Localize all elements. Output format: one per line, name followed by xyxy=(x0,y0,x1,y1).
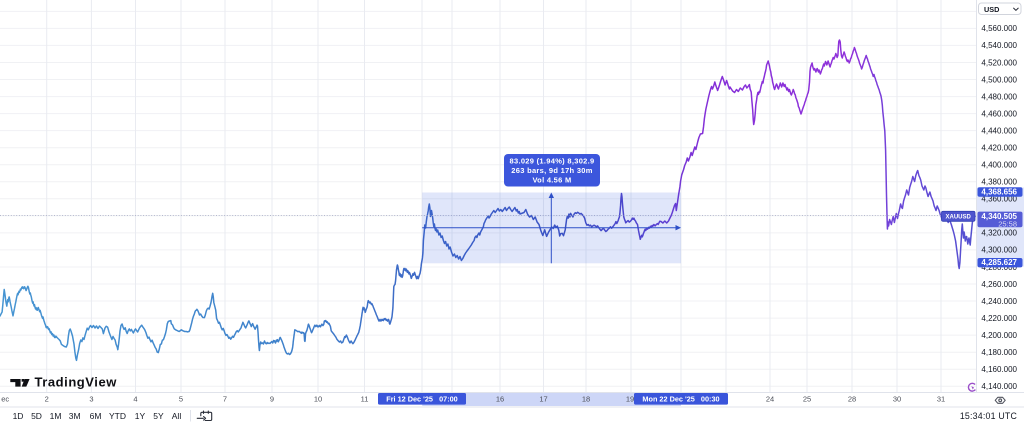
svg-text:4,300.000: 4,300.000 xyxy=(981,246,1017,255)
svg-text:Vol 4.56 M: Vol 4.56 M xyxy=(532,176,571,185)
svg-text:4,360.000: 4,360.000 xyxy=(981,195,1017,204)
svg-text:4,240.000: 4,240.000 xyxy=(981,297,1017,306)
svg-text:25: 25 xyxy=(803,395,811,404)
svg-text:31: 31 xyxy=(937,395,945,404)
svg-text:4,320.000: 4,320.000 xyxy=(981,229,1017,238)
svg-text:USD: USD xyxy=(984,5,999,14)
svg-text:4: 4 xyxy=(133,395,137,404)
svg-text:4,140.000: 4,140.000 xyxy=(981,382,1017,391)
svg-text:YTD: YTD xyxy=(109,411,126,421)
svg-text:4,368.656: 4,368.656 xyxy=(981,188,1017,197)
svg-text:83.029 (1.94%) 8,302.9: 83.029 (1.94%) 8,302.9 xyxy=(510,156,595,165)
svg-text:4,460.000: 4,460.000 xyxy=(981,109,1017,118)
svg-text:11: 11 xyxy=(361,395,369,404)
svg-text:18: 18 xyxy=(582,395,590,404)
svg-text:3: 3 xyxy=(89,395,93,404)
svg-text:ec: ec xyxy=(1,395,9,404)
svg-text:4,340.505: 4,340.505 xyxy=(981,212,1017,221)
svg-text:25:58: 25:58 xyxy=(998,219,1017,228)
svg-text:4,420.000: 4,420.000 xyxy=(981,144,1017,153)
svg-text:15:34:01 UTC: 15:34:01 UTC xyxy=(960,411,1018,421)
svg-text:4,400.000: 4,400.000 xyxy=(981,161,1017,170)
svg-text:Mon 22 Dec '25 00:30: Mon 22 Dec '25 00:30 xyxy=(642,394,719,403)
svg-text:10: 10 xyxy=(314,395,322,404)
svg-text:3M: 3M xyxy=(69,411,81,421)
svg-text:TradingView: TradingView xyxy=(35,374,118,389)
svg-text:5D: 5D xyxy=(31,411,42,421)
svg-text:24: 24 xyxy=(766,395,774,404)
svg-text:4,380.000: 4,380.000 xyxy=(981,178,1017,187)
svg-text:9: 9 xyxy=(270,395,274,404)
svg-text:30: 30 xyxy=(893,395,901,404)
svg-text:5: 5 xyxy=(179,395,183,404)
svg-text:1M: 1M xyxy=(50,411,62,421)
svg-text:All: All xyxy=(172,411,182,421)
svg-text:4,440.000: 4,440.000 xyxy=(981,126,1017,135)
svg-text:4,480.000: 4,480.000 xyxy=(981,92,1017,101)
svg-text:Fri 12 Dec '25 07:00: Fri 12 Dec '25 07:00 xyxy=(386,394,458,403)
svg-text:4,220.000: 4,220.000 xyxy=(981,314,1017,323)
svg-text:19: 19 xyxy=(626,395,634,404)
svg-text:1D: 1D xyxy=(13,411,24,421)
svg-text:4,285.627: 4,285.627 xyxy=(981,258,1017,267)
svg-text:28: 28 xyxy=(848,395,856,404)
svg-text:XAUUSD: XAUUSD xyxy=(946,215,972,221)
svg-text:4,560.000: 4,560.000 xyxy=(981,24,1017,33)
svg-text:1Y: 1Y xyxy=(135,411,146,421)
svg-text:17: 17 xyxy=(539,395,547,404)
svg-text:4,500.000: 4,500.000 xyxy=(981,75,1017,84)
svg-text:4,520.000: 4,520.000 xyxy=(981,58,1017,67)
svg-text:4,200.000: 4,200.000 xyxy=(981,331,1017,340)
svg-text:263 bars, 9d 17h 30m: 263 bars, 9d 17h 30m xyxy=(511,166,592,175)
svg-text:7: 7 xyxy=(223,395,227,404)
svg-text:6M: 6M xyxy=(90,411,102,421)
svg-text:2: 2 xyxy=(45,395,49,404)
svg-text:4,160.000: 4,160.000 xyxy=(981,365,1017,374)
svg-text:5Y: 5Y xyxy=(153,411,164,421)
svg-text:4,540.000: 4,540.000 xyxy=(981,41,1017,50)
svg-text:16: 16 xyxy=(496,395,504,404)
svg-text:4,180.000: 4,180.000 xyxy=(981,348,1017,357)
svg-text:4,260.000: 4,260.000 xyxy=(981,280,1017,289)
